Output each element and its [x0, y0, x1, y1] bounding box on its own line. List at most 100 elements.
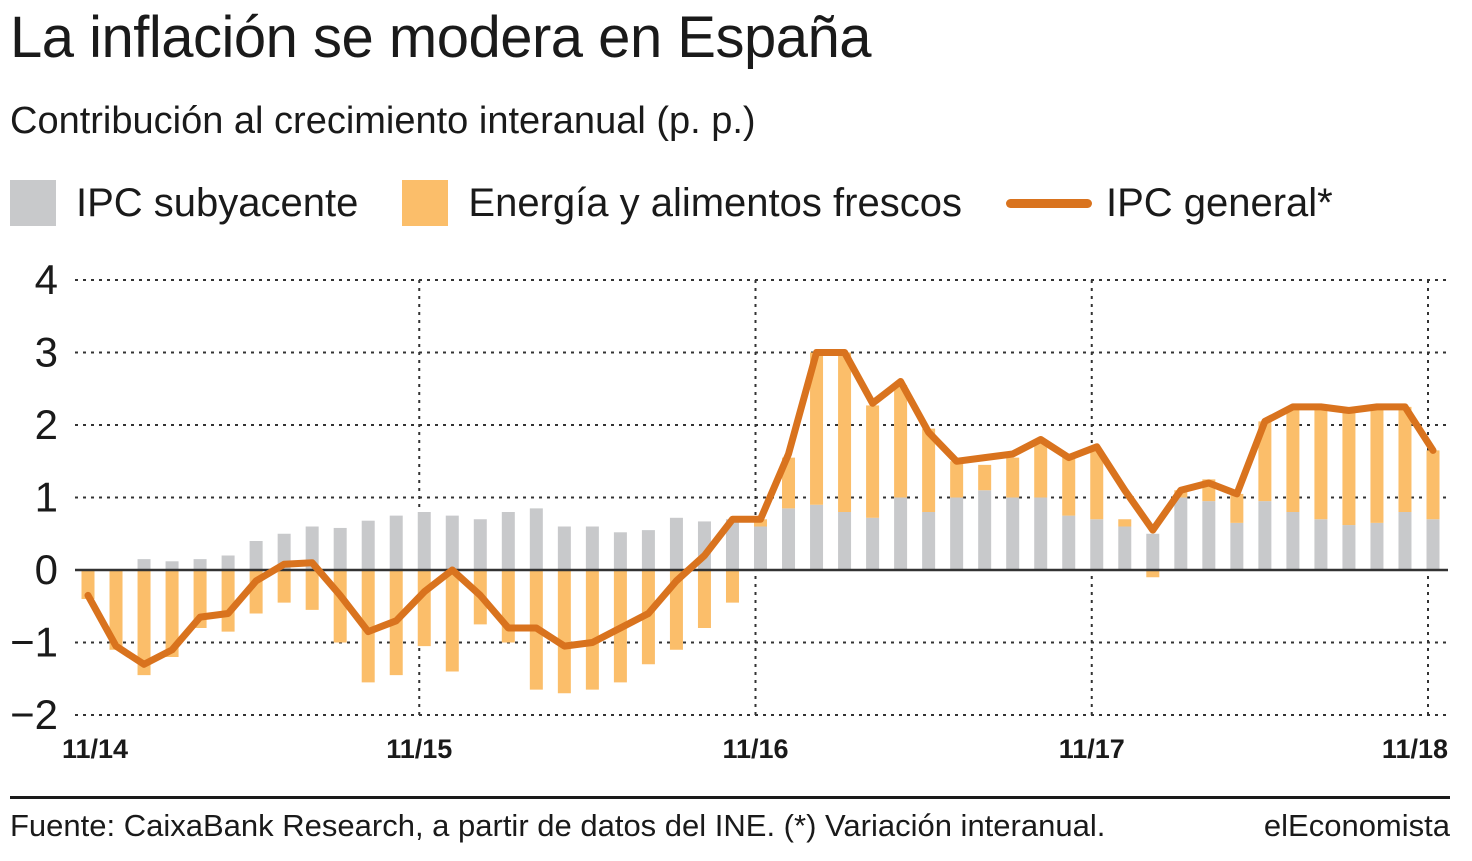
chart-subtitle: Contribución al crecimiento interanual (… — [10, 100, 756, 142]
bar-core — [838, 512, 852, 570]
bar-core — [333, 527, 347, 570]
x-tick-label: 11/14 — [62, 734, 128, 764]
bar-energy — [922, 428, 936, 512]
bar-core — [754, 526, 767, 570]
y-tick-label: 3 — [35, 329, 58, 376]
bar-energy — [697, 570, 711, 628]
legend-line-general — [1005, 198, 1092, 208]
bar-energy — [810, 352, 824, 505]
bar-core — [417, 512, 431, 570]
y-tick-label: 0 — [35, 546, 58, 593]
bar-energy — [1146, 570, 1160, 578]
y-tick-label: 2 — [35, 401, 58, 448]
bar-energy — [1118, 519, 1132, 527]
bar-energy — [81, 570, 95, 599]
bar-core — [221, 555, 235, 570]
bar-energy — [137, 570, 151, 676]
bar-core — [1398, 512, 1412, 570]
brand-logo: elEconomista — [1263, 808, 1450, 843]
bar-energy — [838, 352, 852, 512]
bar-core — [1090, 519, 1104, 570]
bar-energy — [585, 570, 599, 690]
bar-core — [1314, 519, 1328, 570]
bar-energy — [1342, 410, 1356, 526]
bar-energy — [501, 570, 515, 643]
bar-core — [1006, 497, 1020, 570]
bar-core — [305, 526, 319, 570]
bar-core — [1258, 501, 1272, 570]
bar-core — [361, 520, 375, 570]
bar-core — [613, 532, 627, 570]
bar-core — [557, 526, 571, 570]
bar-energy — [221, 570, 235, 632]
bar-core — [529, 508, 543, 570]
y-tick-label: 1 — [35, 474, 58, 521]
x-tick-label: 11/15 — [386, 734, 452, 764]
bar-core — [1370, 522, 1384, 570]
bar-core — [1118, 526, 1132, 570]
bar-core — [1286, 512, 1300, 570]
bar-core — [669, 517, 683, 570]
bar-core — [950, 497, 964, 570]
bar-energy — [1286, 406, 1300, 512]
bar-core — [137, 559, 151, 570]
bar-core — [922, 512, 936, 570]
bar-energy — [445, 570, 459, 672]
bar-energy — [1398, 406, 1412, 512]
bar-energy — [866, 405, 880, 518]
x-tick-label: 11/18 — [1382, 734, 1448, 764]
bar-energy — [109, 570, 123, 650]
bar-energy — [894, 385, 908, 498]
bar-core — [810, 504, 824, 570]
y-tick-label: 4 — [35, 256, 58, 303]
bar-energy — [277, 570, 291, 603]
bar-core — [249, 541, 263, 570]
series-line-general — [84, 349, 1437, 668]
bar-energy — [557, 570, 571, 694]
bar-energy — [1006, 457, 1020, 498]
bar-core — [1062, 515, 1076, 570]
legend-item-core: IPC subyacente — [10, 180, 358, 226]
bar-core — [894, 497, 908, 570]
bar-core — [445, 515, 459, 570]
bar-core — [501, 512, 515, 570]
legend-item-general: IPC general* — [1005, 181, 1333, 226]
footer-divider — [10, 796, 1450, 799]
bar-core — [1426, 519, 1440, 570]
bar-core — [782, 508, 796, 570]
bar-energy — [1230, 493, 1244, 523]
source-note: Fuente: CaixaBank Research, a partir de … — [10, 808, 1106, 843]
legend-item-energy: Energía y alimentos frescos — [402, 180, 962, 226]
bar-core — [1202, 501, 1216, 570]
bar-energy — [1258, 421, 1272, 502]
bar-energy — [950, 461, 964, 498]
bar-core — [585, 526, 599, 570]
legend-swatch-energy — [402, 180, 449, 226]
bar-core — [641, 530, 655, 570]
bar-energy — [305, 570, 319, 610]
x-tick-label: 11/16 — [722, 734, 788, 764]
bar-energy — [1314, 406, 1328, 520]
bar-core — [165, 561, 179, 570]
bar-energy — [1034, 443, 1048, 498]
bar-core — [1230, 522, 1244, 570]
legend-swatch-core — [10, 180, 56, 226]
bar-energy — [165, 570, 179, 657]
bar-energy — [978, 464, 992, 491]
bar-core — [473, 519, 487, 570]
legend: IPC subyacente Energía y alimentos fresc… — [10, 176, 1377, 230]
x-tick-label: 11/17 — [1059, 734, 1125, 764]
bar-core — [725, 519, 739, 570]
bar-energy — [1062, 457, 1076, 516]
bar-core — [1146, 533, 1160, 570]
bar-energy — [417, 570, 431, 647]
y-tick-label: −2 — [10, 691, 58, 738]
bar-energy — [1090, 450, 1104, 520]
bar-core — [978, 490, 992, 570]
bar-energy — [1370, 406, 1384, 523]
y-tick-label: −1 — [10, 619, 58, 666]
bar-core — [1342, 525, 1356, 570]
bar-core — [1034, 497, 1048, 570]
bar-energy — [1426, 450, 1440, 520]
